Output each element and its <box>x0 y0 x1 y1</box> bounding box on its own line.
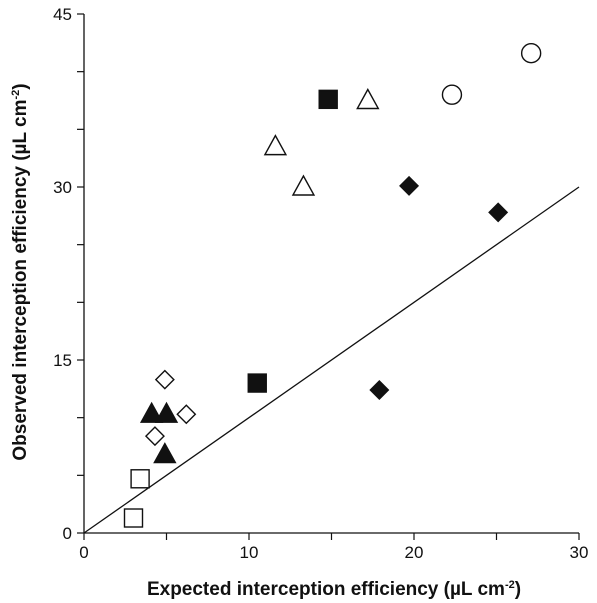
axis-labels: Expected interception efficiency (µL cm-… <box>10 83 521 600</box>
data-point-open-square <box>131 470 149 488</box>
data-point-filled-triangle <box>156 403 177 422</box>
data-point-filled-diamond <box>400 177 418 195</box>
x-tick-label: 20 <box>405 543 424 562</box>
reference-line-layer <box>84 187 579 533</box>
x-tick-label: 10 <box>240 543 259 562</box>
data-points <box>125 44 541 527</box>
data-point-open-circle <box>522 44 541 63</box>
one-to-one-line <box>84 187 579 533</box>
data-point-open-triangle <box>293 176 314 195</box>
data-point-open-triangle <box>357 90 378 109</box>
x-tick-label: 30 <box>570 543 589 562</box>
data-point-filled-square <box>248 374 266 392</box>
data-point-open-diamond <box>177 405 195 423</box>
y-tick-label: 15 <box>53 351 72 370</box>
data-point-filled-diamond <box>370 381 388 399</box>
data-point-filled-diamond <box>489 203 507 221</box>
data-point-open-circle <box>442 85 461 104</box>
y-tick-label: 45 <box>53 5 72 24</box>
data-point-open-diamond <box>146 427 164 445</box>
data-point-filled-square <box>319 90 337 108</box>
x-tick-label: 0 <box>79 543 88 562</box>
x-axis-title: Expected interception efficiency (µL cm-… <box>147 579 521 600</box>
y-axis-title: Observed interception efficiency (µL cm-… <box>10 83 31 460</box>
y-tick-label: 0 <box>63 524 72 543</box>
data-point-open-triangle <box>265 136 286 155</box>
y-tick-label: 30 <box>53 178 72 197</box>
data-point-filled-triangle <box>154 444 175 463</box>
data-point-open-square <box>125 509 143 527</box>
data-point-open-diamond <box>156 371 174 389</box>
